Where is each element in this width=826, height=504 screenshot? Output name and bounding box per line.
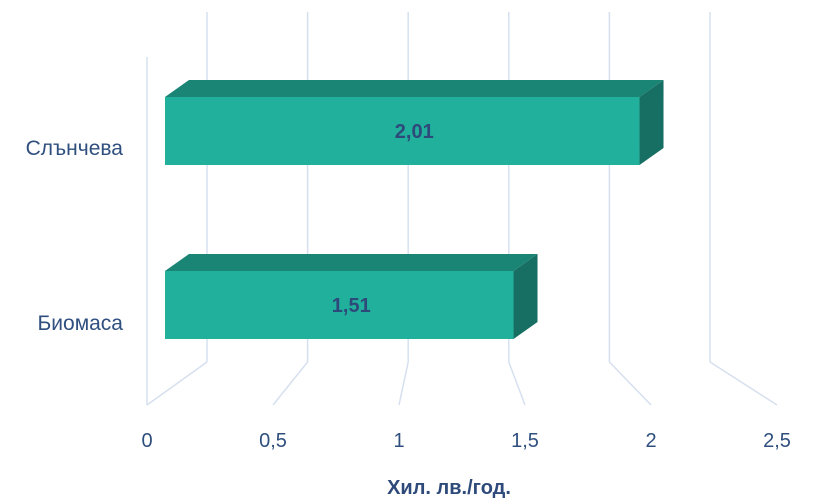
x-tick-label: 0 — [141, 430, 152, 452]
bar-side-face — [639, 80, 664, 165]
x-tick-label: 1 — [393, 430, 404, 452]
category-label: Биомаса — [38, 312, 124, 335]
x-tick-labels: 0 0,5 1 1,5 2 2,5 — [141, 430, 790, 452]
category-labels: Слънчева Биомаса — [26, 137, 124, 335]
x-tick-label: 2,5 — [763, 430, 791, 452]
bar-side-face — [513, 254, 538, 339]
bar-1 — [165, 271, 514, 339]
bars: 2,01 1,51 — [165, 80, 664, 339]
x-axis-title: Хил. лв./год. — [387, 477, 511, 499]
bar-top-face — [165, 80, 664, 97]
bar-0 — [165, 97, 640, 165]
data-label: 1,51 — [332, 295, 371, 317]
x-tick-label: 1,5 — [511, 430, 539, 452]
x-tick-label: 0,5 — [259, 430, 287, 452]
gridline-floor — [272, 361, 309, 406]
data-label: 2,01 — [395, 121, 434, 143]
x-tick-label: 2 — [645, 430, 656, 452]
gridline-floor — [709, 361, 778, 406]
grid-lines — [146, 12, 778, 406]
category-label: Слънчева — [26, 137, 124, 160]
gridline-floor — [608, 361, 652, 406]
gridline-floor — [508, 361, 526, 406]
gridline-floor — [146, 361, 208, 406]
bar-top-face — [165, 254, 538, 271]
gridline-floor — [398, 361, 409, 406]
